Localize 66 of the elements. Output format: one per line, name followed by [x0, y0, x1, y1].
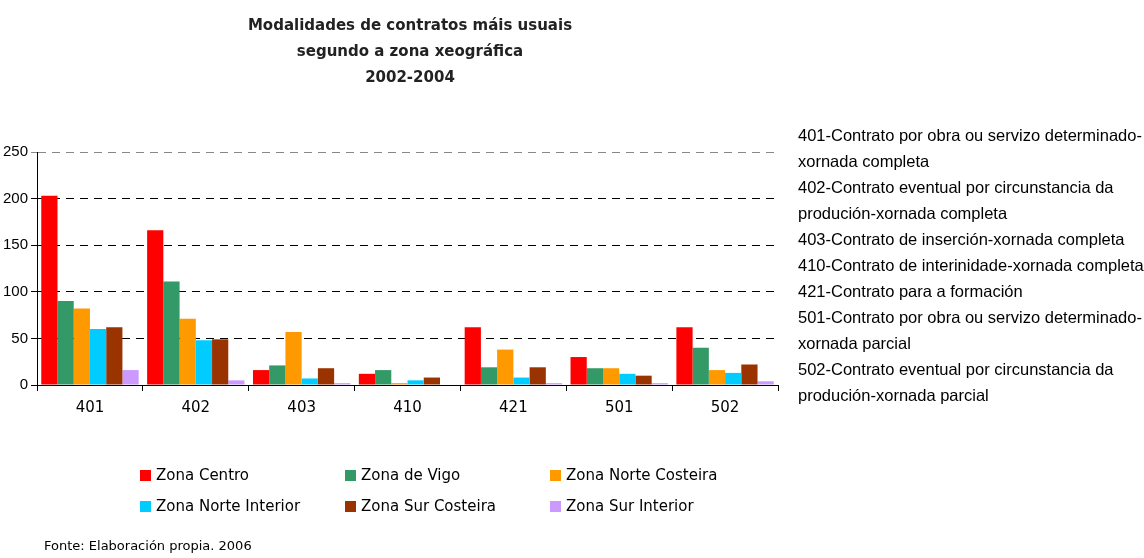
bar [407, 380, 424, 385]
legend-label: Zona Norte Costeira [566, 466, 718, 484]
bar [106, 327, 123, 385]
bar [301, 378, 318, 385]
bar [89, 329, 107, 385]
text: 502-Contrato eventual por circunstancia da produción-xornada parcial [798, 359, 1115, 406]
legend-label: Zona Centro [156, 466, 250, 484]
bar [163, 281, 180, 385]
y-tick-label: 100 [3, 281, 29, 299]
y-tick-label: 150 [3, 235, 29, 253]
text: 402-Contrato eventual por circunstancia da produción-xornada completa [798, 177, 1115, 224]
bar [317, 368, 335, 385]
bar [423, 377, 440, 385]
bar [692, 347, 709, 385]
bar [586, 368, 603, 385]
bar [57, 301, 74, 385]
bar [252, 370, 270, 385]
bar [358, 373, 376, 385]
y-tick-label: 250 [3, 142, 29, 160]
bar [464, 327, 481, 385]
text: 401-Contrato por obra ou servizo determinado-xornada completa [798, 125, 1143, 172]
bar [41, 195, 58, 385]
bar [497, 349, 514, 385]
bar [513, 377, 530, 385]
bar [269, 365, 286, 385]
x-tick-label: 403 [287, 397, 316, 416]
bar [708, 370, 726, 385]
x-tick-label: 502 [710, 397, 740, 416]
x-tick-label: 421 [499, 397, 528, 416]
x-tick-label: 501 [604, 397, 634, 416]
text: 501-Contrato por obra ou servizo determinado-xornada parcial [798, 307, 1143, 354]
bar [570, 357, 587, 385]
y-tick-label: 200 [3, 188, 29, 206]
x-tick-label: 401 [75, 397, 105, 416]
y-tick-label: 50 [11, 328, 29, 346]
x-tick-label: 410 [393, 397, 422, 416]
bar [529, 367, 546, 385]
chart-subtitle: 2002-2004 [365, 68, 455, 86]
bar [602, 368, 620, 385]
chart-title: Modalidades de contratos máis usuais segundo a zona xeográfica [247, 16, 573, 60]
text: 410-Contrato de interinidade-xornada completa [798, 255, 1144, 276]
bar [73, 308, 90, 385]
legend-label: Zona Norte Interior [156, 497, 301, 515]
bar [195, 340, 213, 385]
text: 403-Contrato de inserción-xornada completa [798, 229, 1126, 250]
y-tick-label: 0 [19, 375, 29, 393]
bar [147, 230, 164, 385]
legend-label: Zona Sur Interior [566, 497, 694, 515]
bar [619, 373, 636, 385]
bar [228, 380, 245, 385]
text: 421-Contrato para a formación [798, 281, 1024, 302]
bar [757, 381, 774, 385]
bar [676, 327, 693, 385]
bar [212, 339, 229, 385]
legend-label: Zona Sur Costeira [361, 497, 496, 515]
bar [285, 331, 302, 385]
bar [725, 372, 742, 385]
bar [741, 364, 758, 385]
source-note: Fonte: Elaboración propia. 2006 [44, 538, 252, 553]
legend-label: Zona de Vigo [361, 466, 461, 484]
bar [179, 318, 196, 385]
bar [375, 370, 392, 385]
bar [635, 375, 652, 385]
x-tick-label: 402 [181, 397, 211, 416]
bar [480, 367, 498, 385]
bar [122, 370, 139, 385]
